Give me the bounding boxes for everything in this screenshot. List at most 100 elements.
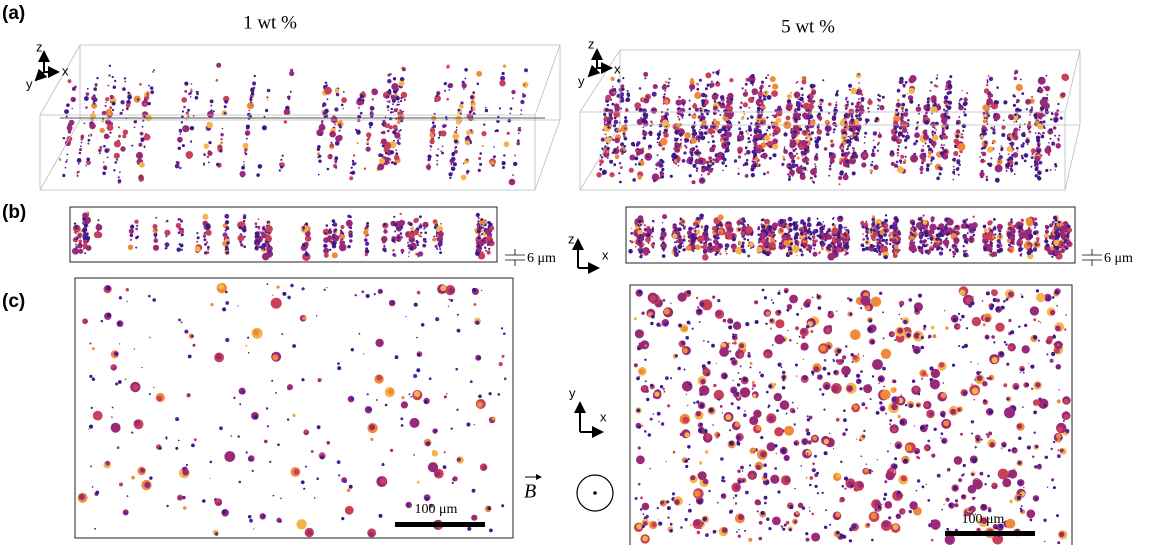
particle — [110, 101, 112, 103]
particle — [387, 74, 390, 77]
particle — [77, 171, 79, 173]
particle — [396, 136, 398, 138]
particle — [349, 233, 353, 237]
particle — [246, 134, 248, 136]
particle — [165, 247, 167, 249]
particle — [851, 102, 854, 105]
particle — [904, 94, 906, 96]
particle — [873, 146, 876, 149]
particle — [959, 106, 961, 108]
particle — [925, 250, 929, 254]
particle — [399, 138, 401, 140]
particle — [676, 248, 678, 250]
particle — [1042, 132, 1045, 135]
particle — [83, 237, 86, 240]
particle — [790, 154, 795, 159]
particle — [664, 90, 666, 92]
particle — [810, 177, 813, 180]
particle — [864, 136, 866, 138]
particle — [522, 93, 524, 95]
particle — [862, 100, 864, 102]
particle — [59, 159, 61, 161]
particle — [118, 179, 122, 183]
particle — [607, 147, 610, 150]
particle — [932, 134, 934, 136]
particle — [493, 146, 495, 148]
particle — [520, 100, 524, 104]
particle — [693, 164, 697, 168]
particle — [486, 250, 490, 254]
particle — [875, 117, 879, 121]
particle — [702, 254, 709, 261]
particle — [928, 151, 932, 155]
particle — [150, 86, 153, 89]
particle — [130, 239, 132, 241]
particle — [436, 248, 438, 250]
particle — [844, 140, 846, 142]
particle — [749, 107, 751, 109]
particle — [1021, 157, 1024, 160]
particle — [439, 248, 441, 250]
particle — [719, 101, 721, 103]
particle — [255, 226, 258, 229]
particle — [349, 224, 352, 227]
particle — [995, 178, 1000, 183]
particle — [928, 155, 932, 159]
particle — [674, 252, 679, 257]
particle — [877, 98, 879, 100]
particle — [612, 86, 614, 88]
particle — [783, 158, 786, 161]
particle — [93, 98, 98, 103]
particle — [661, 168, 664, 171]
particle — [643, 131, 645, 133]
particle — [742, 236, 744, 238]
particle — [419, 215, 422, 218]
particle — [701, 93, 704, 96]
particle — [1017, 108, 1019, 110]
particle — [694, 113, 696, 115]
particle — [367, 142, 369, 144]
particle — [400, 100, 402, 102]
particle — [479, 241, 485, 247]
particle — [692, 180, 696, 184]
particle — [767, 171, 770, 174]
particle — [813, 252, 818, 257]
particle — [116, 159, 118, 161]
particle — [502, 72, 505, 75]
particle — [859, 106, 863, 110]
particle — [1016, 84, 1023, 91]
particle — [999, 242, 1001, 244]
particle — [322, 105, 324, 107]
particle — [342, 233, 344, 235]
particle — [987, 114, 989, 116]
particle — [694, 123, 696, 125]
particle — [269, 245, 271, 247]
particle — [667, 85, 670, 88]
particle — [279, 169, 281, 171]
particle — [936, 248, 939, 251]
particle — [97, 223, 99, 225]
particle — [216, 163, 219, 166]
particle — [838, 176, 842, 180]
particle — [914, 132, 920, 138]
particle — [750, 248, 752, 250]
particle — [994, 100, 998, 104]
particle — [640, 253, 642, 255]
particle — [74, 231, 76, 233]
particle — [936, 177, 940, 181]
particle — [984, 144, 987, 147]
particle — [947, 232, 950, 235]
particle — [931, 141, 937, 147]
particle — [713, 93, 715, 95]
particle — [328, 239, 331, 242]
particle — [391, 95, 396, 100]
particle — [392, 111, 394, 113]
particle — [610, 77, 614, 81]
particle — [615, 155, 620, 160]
particle — [751, 173, 755, 177]
particle — [700, 215, 702, 217]
particle — [837, 90, 839, 92]
particle — [453, 162, 457, 166]
particle — [846, 101, 849, 104]
particle — [873, 140, 875, 142]
